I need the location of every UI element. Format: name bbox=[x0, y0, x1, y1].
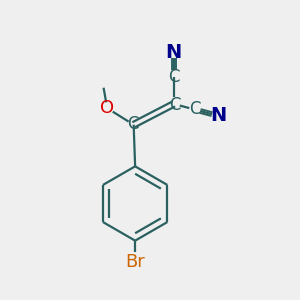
Text: C: C bbox=[168, 68, 179, 85]
Text: C: C bbox=[189, 100, 200, 118]
Text: Br: Br bbox=[125, 253, 145, 271]
Text: N: N bbox=[210, 106, 226, 125]
Text: C: C bbox=[127, 115, 138, 133]
Text: C: C bbox=[169, 96, 181, 114]
Text: O: O bbox=[100, 99, 114, 117]
Text: N: N bbox=[166, 43, 182, 62]
